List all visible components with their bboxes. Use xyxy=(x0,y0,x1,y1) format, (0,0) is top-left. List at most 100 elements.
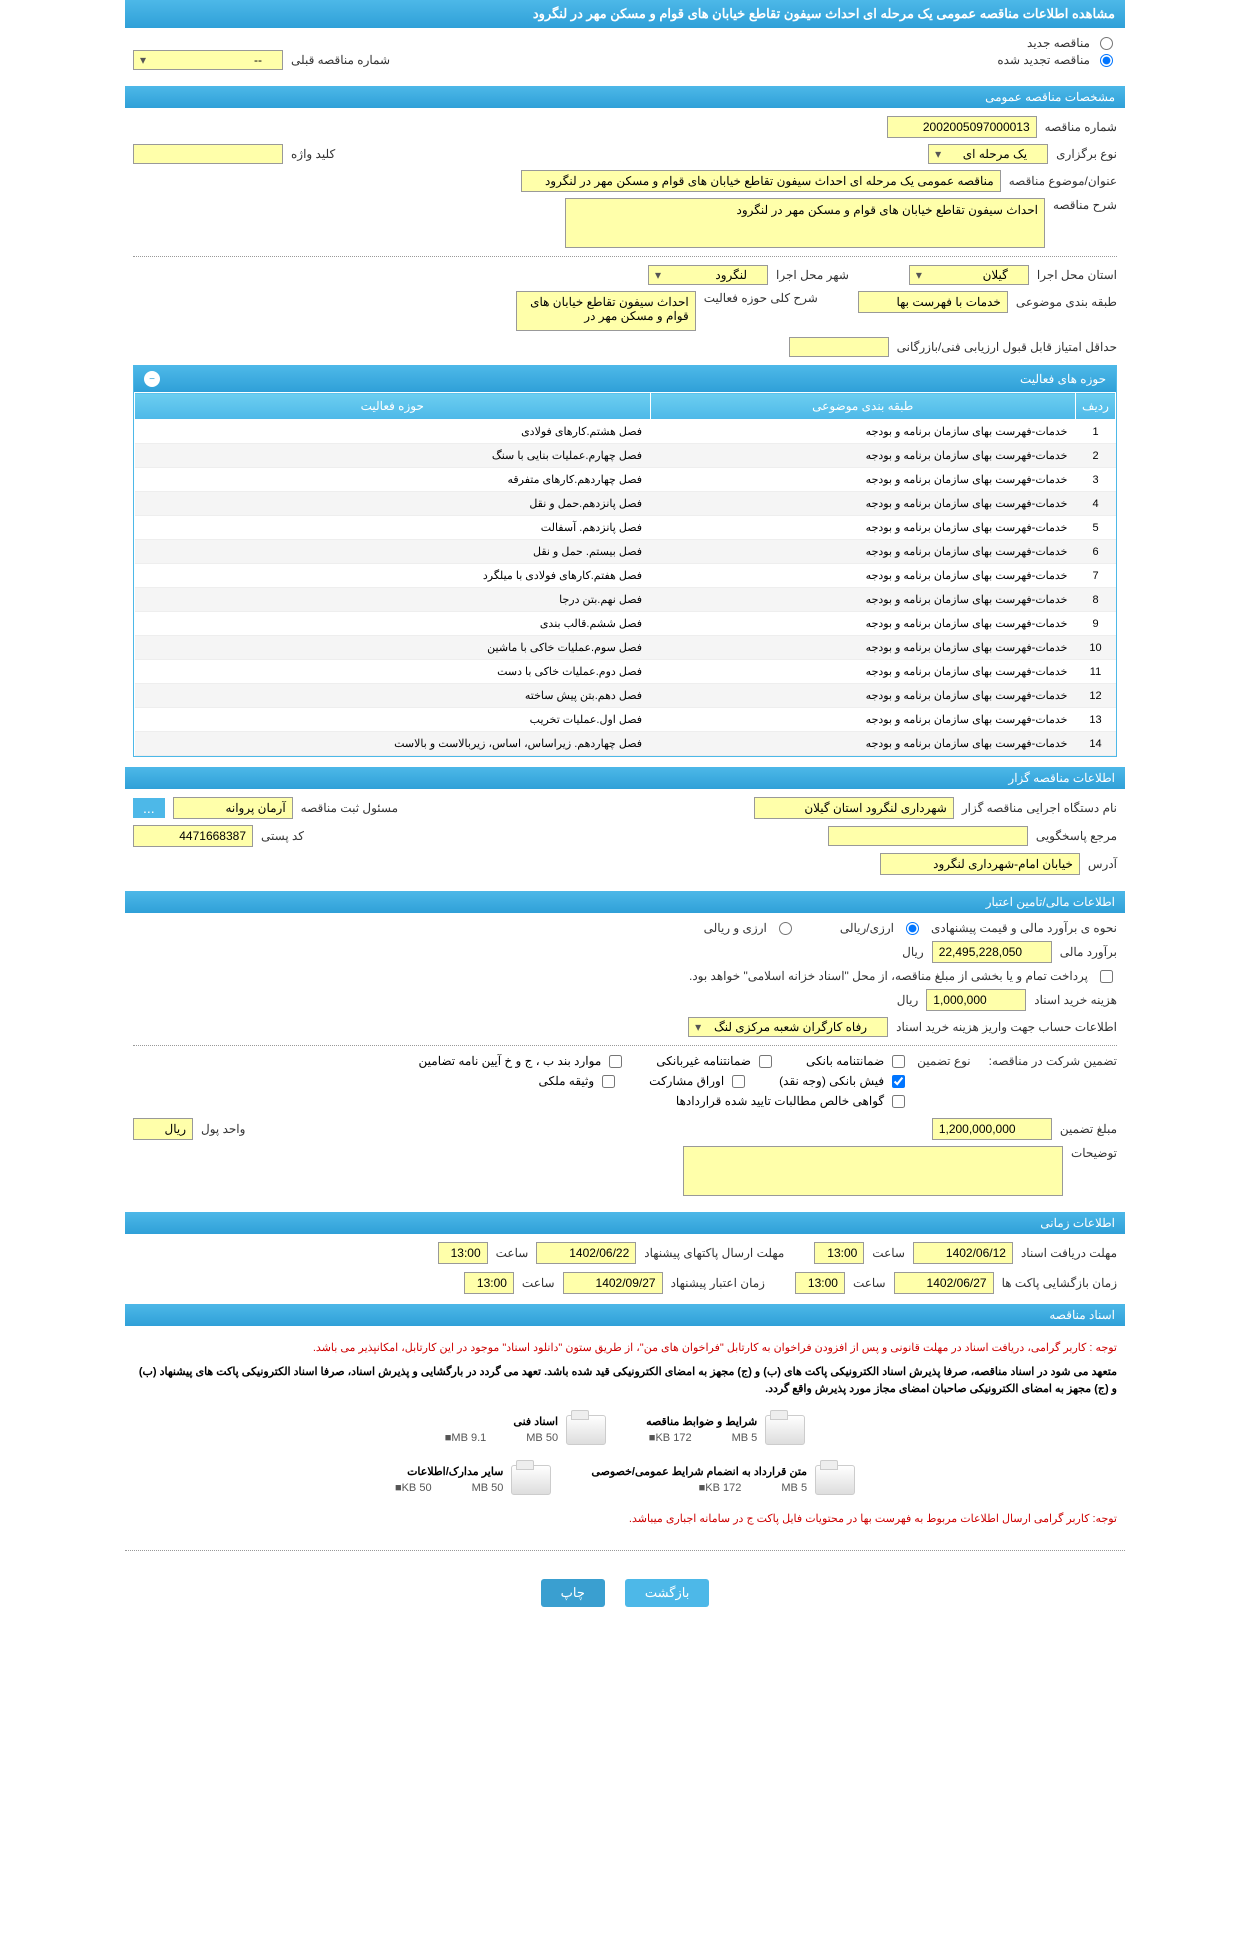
new-tender-radio[interactable] xyxy=(1100,37,1113,50)
currency-unit-label: واحد پول xyxy=(201,1122,245,1136)
org-name-value: شهرداری لنگرود استان گیلان xyxy=(754,797,954,819)
address-value: خیابان امام-شهرداری لنگرود xyxy=(880,853,1080,875)
renewed-tender-label: مناقصه تجدید شده xyxy=(997,53,1090,67)
doc-cost-value: 1,000,000 xyxy=(926,989,1026,1011)
bank-guarantee-label: ضمانتنامه بانکی xyxy=(806,1054,884,1068)
docs-note-2: متعهد می شود در اسناد مناقصه، صرفا پذیرش… xyxy=(133,1364,1117,1399)
title-value: مناقصه عمومی یک مرحله ای احداث سیفون تقا… xyxy=(521,170,1001,192)
bank-receipt-check[interactable] xyxy=(892,1075,905,1088)
bank-guarantee-check[interactable] xyxy=(892,1055,905,1068)
more-button[interactable]: ... xyxy=(133,798,165,818)
province-label: استان محل اجرا xyxy=(1037,268,1117,282)
rial-radio[interactable] xyxy=(906,922,919,935)
contact-label: مرجع پاسخگویی xyxy=(1036,829,1117,843)
docs-section-header: اسناد مناقصه xyxy=(125,1304,1125,1326)
property-deed-label: وثیقه ملکی xyxy=(539,1074,595,1088)
table-row: 4خدمات-فهرست بهای سازمان برنامه و بودجهف… xyxy=(135,492,1116,516)
table-row: 11خدمات-فهرست بهای سازمان برنامه و بودجه… xyxy=(135,660,1116,684)
organizer-section-header: اطلاعات مناقصه گزار xyxy=(125,767,1125,789)
rial-unit-2: ریال xyxy=(897,993,919,1007)
prev-number-select[interactable]: -- xyxy=(133,50,283,70)
registrar-value: آرمان پروانه xyxy=(173,797,293,819)
estimate-label: برآورد مالی xyxy=(1060,945,1117,959)
col-category: طبقه بندی موضوعی xyxy=(650,393,1076,420)
table-row: 12خدمات-فهرست بهای سازمان برنامه و بودجه… xyxy=(135,684,1116,708)
back-button[interactable]: بازگشت xyxy=(625,1579,709,1607)
account-select[interactable]: رفاه کارگران شعبه مرکزی لنگ xyxy=(688,1017,888,1037)
estimate-method-label: نحوه ی برآورد مالی و قیمت پیشنهادی xyxy=(931,921,1117,935)
org-name-label: نام دستگاه اجرایی مناقصه گزار xyxy=(962,801,1117,815)
registrar-label: مسئول ثبت مناقصه xyxy=(301,801,398,815)
property-deed-check[interactable] xyxy=(602,1075,615,1088)
keyword-value[interactable] xyxy=(133,144,283,164)
nonbank-guarantee-check[interactable] xyxy=(759,1055,772,1068)
regulation-label: موارد بند ب ، ج و خ آیین نامه تضامین xyxy=(419,1054,602,1068)
time-label-1: ساعت xyxy=(872,1246,905,1260)
doc-size: 9.1 MB■ xyxy=(445,1432,487,1444)
table-row: 3خدمات-فهرست بهای سازمان برنامه و بودجهف… xyxy=(135,468,1116,492)
bank-receipt-label: فیش بانکی (وجه نقد) xyxy=(779,1074,884,1088)
doc-max: 5 MB xyxy=(732,1432,758,1444)
activity-table: ردیف طبقه بندی موضوعی حوزه فعالیت 1خدمات… xyxy=(134,392,1116,756)
category-value: خدمات با فهرست بها xyxy=(858,291,1008,313)
tender-number-value: 2002005097000013 xyxy=(887,116,1037,138)
type-select[interactable]: یک مرحله ای xyxy=(928,144,1048,164)
validity-label: زمان اعتبار پیشنهاد xyxy=(671,1276,765,1290)
desc-label: شرح مناقصه xyxy=(1053,198,1117,212)
guarantee-label: تضمین شرکت در مناقصه: xyxy=(989,1054,1117,1068)
table-row: 5خدمات-فهرست بهای سازمان برنامه و بودجهف… xyxy=(135,516,1116,540)
renewed-tender-radio[interactable] xyxy=(1100,54,1113,67)
table-row: 14خدمات-فهرست بهای سازمان برنامه و بودجه… xyxy=(135,732,1116,756)
receive-deadline-label: مهلت دریافت اسناد xyxy=(1021,1246,1117,1260)
doc-item[interactable]: متن قرارداد به انضمام شرایط عمومی/خصوصی … xyxy=(591,1465,855,1495)
guarantee-amount-label: مبلغ تضمین xyxy=(1060,1122,1117,1136)
doc-size: 172 KB■ xyxy=(699,1482,742,1494)
table-row: 1خدمات-فهرست بهای سازمان برنامه و بودجهف… xyxy=(135,420,1116,444)
print-button[interactable]: چاپ xyxy=(541,1579,605,1607)
doc-item[interactable]: شرایط و ضوابط مناقصه 5 MB172 KB■ xyxy=(646,1415,805,1445)
guarantee-type-label: نوع تضمین xyxy=(917,1054,970,1068)
activity-desc-value: احداث سیفون تقاطع خیابان های قوام و مسکن… xyxy=(516,291,696,331)
city-select[interactable]: لنگرود xyxy=(648,265,768,285)
table-row: 7خدمات-فهرست بهای سازمان برنامه و بودجهف… xyxy=(135,564,1116,588)
category-label: طبقه بندی موضوعی xyxy=(1016,295,1117,309)
doc-item[interactable]: سایر مدارک/اطلاعات 50 MB50 KB■ xyxy=(395,1465,551,1495)
activity-table-wrap: حوزه های فعالیت − ردیف طبقه بندی موضوعی … xyxy=(133,365,1117,757)
general-section-header: مشخصات مناقصه عمومی xyxy=(125,86,1125,108)
currency-radio[interactable] xyxy=(779,922,792,935)
regulation-check[interactable] xyxy=(609,1055,622,1068)
docs-note-3: توجه: کاربر گرامی ارسال اطلاعات مربوط به… xyxy=(133,1511,1117,1529)
collapse-icon[interactable]: − xyxy=(144,371,160,387)
send-deadline-date: 1402/06/22 xyxy=(536,1242,636,1264)
min-score-label: حداقل امتیاز قابل قبول ارزیابی فنی/بازرگ… xyxy=(897,340,1117,354)
col-num: ردیف xyxy=(1076,393,1116,420)
doc-cost-label: هزینه خرید اسناد xyxy=(1034,993,1117,1007)
title-label: عنوان/موضوع مناقصه xyxy=(1009,174,1117,188)
activity-table-title: حوزه های فعالیت xyxy=(1020,372,1106,386)
rial-unit: ریال xyxy=(902,945,924,959)
estimate-value: 22,495,228,050 xyxy=(932,941,1052,963)
net-claims-check[interactable] xyxy=(892,1095,905,1108)
city-label: شهر محل اجرا xyxy=(776,268,849,282)
timing-section-header: اطلاعات زمانی xyxy=(125,1212,1125,1234)
contact-value[interactable] xyxy=(828,826,1028,846)
table-row: 2خدمات-فهرست بهای سازمان برنامه و بودجهف… xyxy=(135,444,1116,468)
type-label: نوع برگزاری xyxy=(1056,147,1117,161)
payment-note-check[interactable] xyxy=(1100,970,1113,983)
nonbank-guarantee-label: ضمانتنامه غیربانکی xyxy=(656,1054,751,1068)
folder-icon xyxy=(765,1415,805,1445)
time-label-4: ساعت xyxy=(522,1276,555,1290)
folder-icon xyxy=(511,1465,551,1495)
page-title: مشاهده اطلاعات مناقصه عمومی یک مرحله ای … xyxy=(125,0,1125,28)
keyword-label: کلید واژه xyxy=(291,147,335,161)
opening-label: زمان بازگشایی پاکت ها xyxy=(1002,1276,1117,1290)
participation-check[interactable] xyxy=(732,1075,745,1088)
table-row: 10خدمات-فهرست بهای سازمان برنامه و بودجه… xyxy=(135,636,1116,660)
tender-number-label: شماره مناقصه xyxy=(1045,120,1117,134)
doc-item[interactable]: اسناد فنی 50 MB9.1 MB■ xyxy=(445,1415,606,1445)
account-label: اطلاعات حساب جهت واریز هزینه خرید اسناد xyxy=(896,1020,1117,1034)
province-select[interactable]: گیلان xyxy=(909,265,1029,285)
desc-value: احداث سیفون تقاطع خیابان های قوام و مسکن… xyxy=(565,198,1045,248)
min-score-value[interactable] xyxy=(789,337,889,357)
notes-value[interactable] xyxy=(683,1146,1063,1196)
